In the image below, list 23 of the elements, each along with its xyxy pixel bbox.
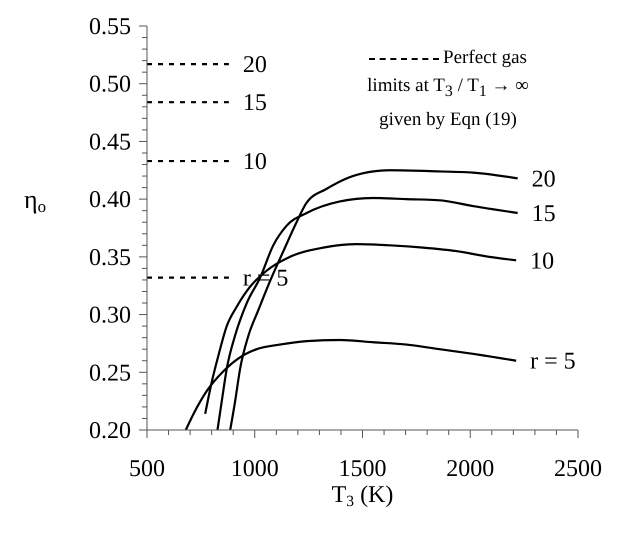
annotation: Perfect gas limits at T$_{3}$ / T$_{1}$ → ∞ given by Eqn (19) <box>367 47 529 130</box>
x-tick-label: 2500 <box>554 456 602 482</box>
x-tick-label: 1500 <box>338 456 386 482</box>
y-tick-label: 0.20 <box>89 418 131 444</box>
x-tick-label: 2000 <box>446 456 494 482</box>
x-tick-label: 500 <box>129 456 165 482</box>
y-axis-title: η$_{o}$ <box>24 185 46 216</box>
y-tick-label: 0.55 <box>89 14 131 40</box>
y-tick-label: 0.50 <box>89 72 131 98</box>
series-label: 20 <box>242 52 267 78</box>
series-label: 20 <box>532 166 556 192</box>
y-tick-label: 0.30 <box>89 302 131 329</box>
y-tick-label: 0.40 <box>89 187 131 214</box>
series-label: r = 5 <box>530 348 576 375</box>
y-tick-label: 0.45 <box>89 129 131 156</box>
y-tick-label: 0.25 <box>89 360 131 386</box>
series-label: 15 <box>242 90 267 116</box>
series-label: 10 <box>242 149 267 176</box>
x-tick-label: 1000 <box>230 456 279 482</box>
y-tick-label: 0.35 <box>89 244 131 271</box>
series-label: 15 <box>532 200 556 227</box>
x-axis-title: T$_{3}$ (K) <box>332 482 394 510</box>
series-label: 10 <box>530 248 554 274</box>
